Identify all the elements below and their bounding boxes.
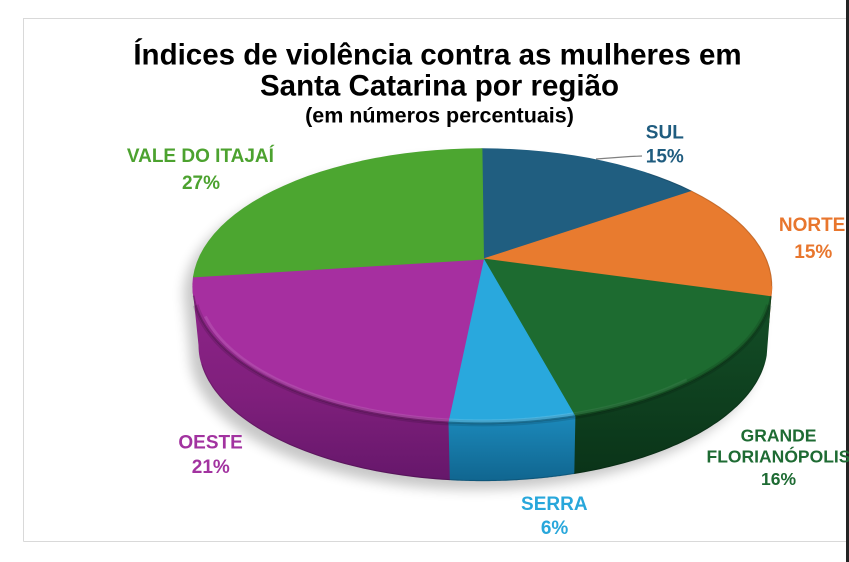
svg-text:NORTE: NORTE [779,215,846,236]
svg-text:21%: 21% [192,457,230,478]
svg-text:SUL: SUL [646,122,684,143]
svg-text:6%: 6% [541,518,569,539]
svg-text:FLORIANÓPOLIS: FLORIANÓPOLIS [707,446,849,467]
svg-text:16%: 16% [761,469,796,489]
svg-text:15%: 15% [646,147,684,168]
svg-text:15%: 15% [794,242,832,263]
svg-text:Santa Catarina por região: Santa Catarina por região [260,70,619,103]
svg-text:27%: 27% [182,173,220,194]
svg-text:OESTE: OESTE [178,432,242,453]
svg-text:SERRA: SERRA [521,494,588,515]
svg-text:VALE DO ITAJAÍ: VALE DO ITAJAÍ [127,145,275,167]
svg-text:Índices de violência contra as: Índices de violência contra as mulheres … [133,38,741,72]
svg-text:(em números percentuais): (em números percentuais) [305,104,574,128]
svg-text:GRANDE: GRANDE [741,425,817,445]
